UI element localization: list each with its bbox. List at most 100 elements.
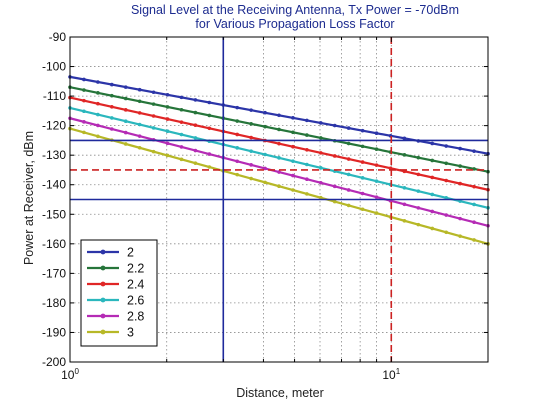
series-point-3 [374, 211, 379, 215]
series-point-2 [96, 80, 100, 84]
series-point-2.8 [416, 206, 421, 210]
series-point-2.4 [305, 148, 309, 152]
series-point-2.4 [137, 111, 142, 115]
series-point-2.4 [249, 135, 253, 140]
series-point-3 [179, 157, 184, 162]
series-point-2.2 [123, 96, 128, 101]
series-point-2.2 [179, 107, 184, 112]
series-point-2.6 [110, 116, 114, 120]
plot-frame [69, 36, 489, 363]
y-tick-label: -150 [42, 207, 66, 221]
legend-marker-2 [100, 249, 106, 255]
legend-label-2.2: 2.2 [127, 262, 144, 276]
series-point-2 [263, 110, 267, 115]
series-point-2 [137, 87, 142, 92]
reference-lines [70, 37, 488, 362]
series-point-2.4 [472, 184, 476, 189]
series-point-2.6 [235, 146, 239, 150]
series-point-2.4 [165, 117, 170, 121]
series-point-3 [82, 130, 86, 135]
grid [70, 37, 488, 362]
series-point-2.4 [235, 132, 239, 137]
series-point-3 [207, 165, 212, 169]
series-point-2 [193, 98, 198, 102]
series-point-2.6 [430, 192, 435, 197]
series-point-2 [444, 144, 449, 148]
legend-marker-3 [100, 329, 106, 335]
series-point-2.8 [249, 163, 253, 167]
series-point-2.2 [96, 91, 100, 95]
series-point-3 [472, 238, 476, 242]
series-point-3 [444, 230, 449, 235]
series-point-2.4 [346, 157, 351, 161]
series-point-3 [165, 153, 170, 158]
series-point-2.8 [179, 145, 184, 149]
series-point-2.2 [430, 158, 435, 163]
legend-label-2.6: 2.6 [127, 294, 144, 308]
series-point-2.8 [193, 148, 198, 153]
y-ticks: -90 -100 -110 -120 -130 -140 -150 -160 -170 -180 -… [42, 30, 488, 369]
legend-marker-2.4 [100, 281, 106, 287]
series-point-2.4 [123, 108, 128, 112]
legend-label-2.4: 2.4 [127, 278, 144, 292]
series-point-2.6 [360, 176, 365, 180]
y-tick-label: -170 [42, 266, 66, 280]
series-point-2 [319, 121, 323, 125]
series-point-3 [360, 207, 365, 212]
series-point-3 [319, 195, 323, 200]
series-point-2.2 [458, 164, 462, 168]
series-point-2.8 [96, 123, 100, 128]
series-point-2.6 [179, 132, 184, 137]
series-point-2.4 [151, 114, 156, 118]
series-point-2.8 [430, 209, 435, 214]
series-point-2 [374, 131, 379, 136]
y-tick-label: -110 [43, 89, 66, 103]
series-point-3 [96, 134, 100, 139]
series-point-2.2 [402, 153, 407, 157]
series-point-2.2 [374, 147, 379, 151]
legend-marker-2.8 [100, 313, 106, 319]
series-point-2.2 [263, 124, 267, 129]
series-point-2.4 [277, 141, 281, 146]
series-point-2.6 [165, 129, 170, 134]
legend-marker-2.6 [100, 297, 106, 303]
series-point-2.4 [374, 163, 379, 167]
series-point-2.8 [360, 191, 365, 196]
legend-marker-2.2 [100, 265, 106, 271]
series-point-2.8 [444, 213, 449, 217]
series-point-2.4 [430, 175, 435, 180]
y-tick-label: -200 [42, 355, 66, 369]
y-tick-label: -100 [42, 60, 66, 74]
series-group [68, 75, 490, 246]
y-tick-label: -180 [42, 296, 66, 310]
series-point-2.8 [165, 141, 170, 146]
x-ticks: 100 101 [61, 37, 489, 382]
series-point-2 [291, 116, 295, 120]
series-point-2.6 [193, 136, 198, 140]
series-point-2.8 [207, 152, 212, 156]
series-point-2 [305, 118, 309, 123]
series-point-2.6 [137, 122, 142, 127]
series-point-3 [430, 226, 435, 231]
chart-title: Signal Level at the Receiving Antenna, T… [131, 3, 459, 17]
series-point-3 [277, 184, 281, 189]
y-tick-label: -190 [42, 325, 66, 339]
legend-box [80, 239, 158, 347]
series-point-2 [207, 100, 212, 105]
x-axis-label: Distance, meter [236, 386, 324, 400]
series-point-2.4 [416, 172, 421, 177]
series-point-2.6 [249, 149, 253, 153]
series-point-3 [123, 142, 128, 146]
series-point-2.8 [110, 127, 114, 131]
y-tick-label: -120 [42, 119, 66, 133]
series-point-2.4 [360, 160, 365, 164]
series-point-2.6 [472, 202, 476, 207]
series-point-2.2 [235, 119, 239, 123]
series-point-2.6 [96, 112, 100, 117]
series-point-2.4 [179, 120, 184, 124]
series-point-2.2 [207, 113, 212, 118]
series-point-2.2 [165, 105, 170, 109]
series-point-2.2 [346, 141, 351, 146]
